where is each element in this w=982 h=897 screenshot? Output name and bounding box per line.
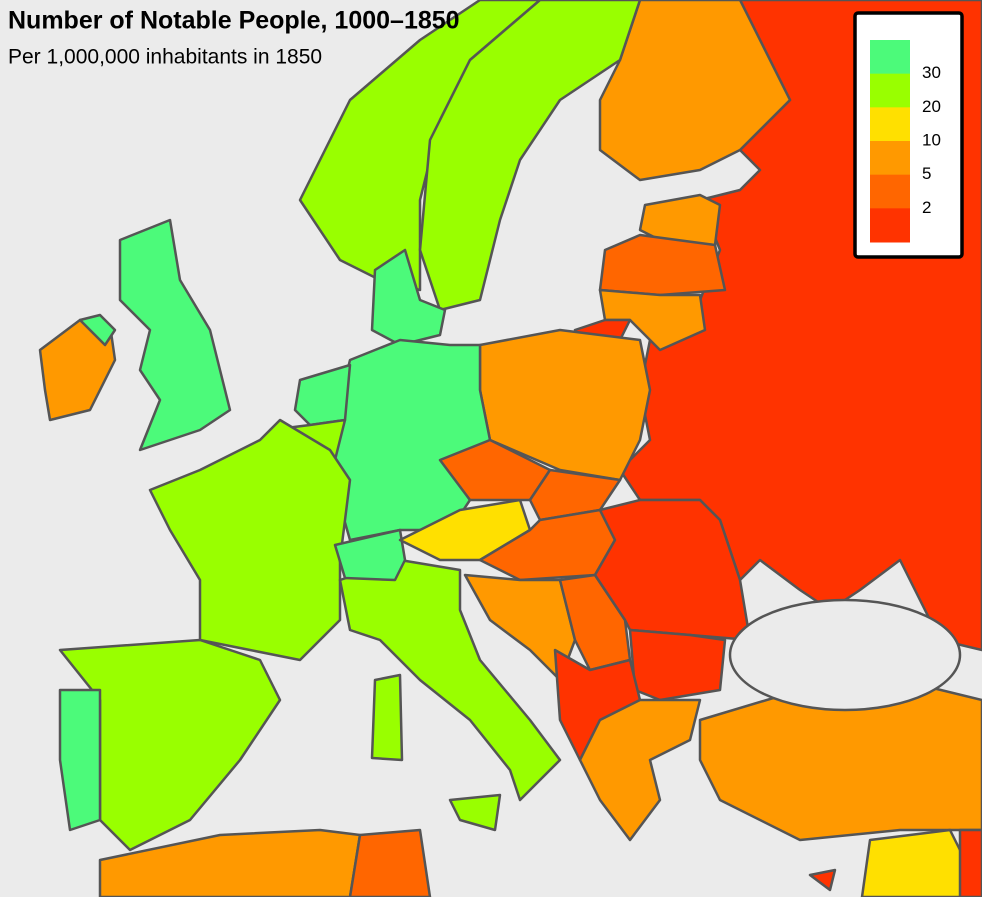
country — [958, 828, 982, 897]
legend-swatch — [870, 208, 910, 243]
country — [448, 793, 502, 832]
country — [370, 248, 447, 347]
country — [860, 828, 967, 897]
country — [598, 233, 727, 297]
country — [528, 468, 622, 522]
country — [808, 868, 837, 892]
countries — [38, 0, 982, 897]
country — [628, 628, 727, 702]
legend-swatch — [870, 73, 910, 108]
country — [348, 828, 432, 897]
legend-label: 5 — [922, 164, 931, 183]
legend-swatch — [870, 141, 910, 176]
subtitle: Per 1,000,000 inhabitants in 1850 — [8, 46, 322, 69]
country — [58, 688, 102, 832]
legend-label: 2 — [922, 198, 931, 217]
legend-swatch — [870, 40, 910, 75]
title: Number of Notable People, 1000–1850 — [8, 7, 460, 35]
country — [338, 558, 562, 802]
legend-swatch — [870, 174, 910, 209]
country — [370, 673, 404, 762]
country — [118, 218, 232, 452]
country — [598, 0, 792, 182]
legend-label: 20 — [922, 97, 941, 116]
legend-label: 10 — [922, 130, 941, 149]
country — [78, 313, 117, 347]
sea-area — [728, 598, 962, 712]
legend-swatch — [870, 107, 910, 142]
country — [418, 0, 642, 312]
country — [593, 498, 752, 642]
country — [148, 418, 352, 662]
country — [333, 528, 407, 582]
legend-label: 30 — [922, 63, 941, 82]
country — [578, 698, 702, 842]
legend: 30 20 10 5 2 — [853, 11, 964, 259]
